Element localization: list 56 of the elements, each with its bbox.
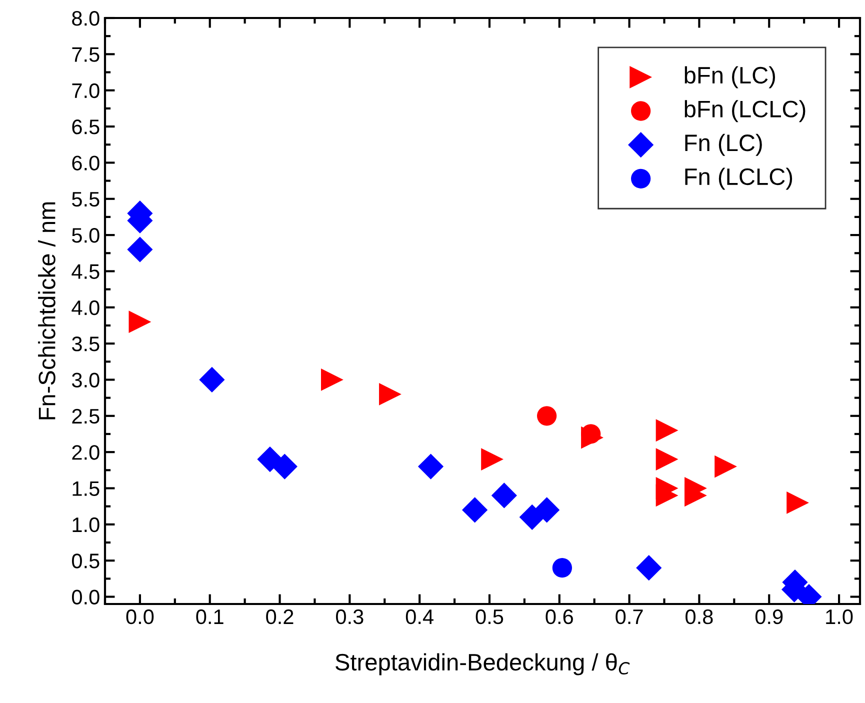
y-tick-label: 0.5 bbox=[72, 554, 100, 568]
x-tick-label: 0.9 bbox=[755, 609, 783, 624]
point bbox=[684, 484, 707, 507]
x-tick-label: 0.1 bbox=[196, 609, 224, 624]
point bbox=[656, 448, 678, 471]
x-tick-label: 0.2 bbox=[266, 609, 294, 624]
legend-label: bFn (LC) bbox=[684, 66, 776, 88]
point bbox=[379, 383, 402, 406]
point bbox=[714, 455, 737, 478]
point bbox=[552, 558, 572, 578]
y-tick-label: 2.5 bbox=[72, 408, 100, 424]
point bbox=[581, 424, 601, 444]
point bbox=[656, 419, 678, 442]
point bbox=[481, 448, 504, 471]
y-tick-label: 1.0 bbox=[72, 517, 100, 532]
x-tick-label: 0.0 bbox=[126, 609, 154, 624]
y-tick-label: 3.0 bbox=[72, 372, 100, 388]
legend-label: bFn (LCLC) bbox=[684, 100, 806, 122]
y-axis-title: Fn-Schichtdicke / nm bbox=[38, 202, 56, 420]
point bbox=[536, 406, 557, 426]
point bbox=[491, 482, 517, 508]
x-tick-label: 0.4 bbox=[406, 609, 434, 624]
legend-label: Fn (LCLC) bbox=[685, 168, 792, 190]
y-tick-label: 6.0 bbox=[72, 156, 100, 170]
legend-label: Fn (LC) bbox=[685, 134, 762, 156]
x-tick-label: 0.8 bbox=[686, 609, 713, 624]
point bbox=[534, 497, 560, 523]
y-tick-label: 3.5 bbox=[72, 336, 100, 352]
point bbox=[127, 236, 153, 262]
y-tick-label: 8.0 bbox=[72, 11, 100, 26]
point bbox=[462, 497, 488, 523]
point bbox=[199, 366, 225, 393]
point bbox=[321, 368, 344, 391]
y-tick-label: 4.5 bbox=[72, 264, 100, 279]
y-tick-label: 7.0 bbox=[72, 83, 100, 98]
y-tick-label: 7.5 bbox=[72, 47, 100, 62]
point bbox=[272, 454, 298, 480]
point bbox=[656, 484, 678, 507]
y-tick-label: 2.0 bbox=[72, 445, 100, 460]
y-tick-label: 5.5 bbox=[72, 192, 100, 207]
y-tick-label: 6.5 bbox=[72, 120, 100, 134]
x-axis-title: Streptavidin-Bedeckung / θ$_{C}$ bbox=[336, 653, 630, 676]
point bbox=[636, 555, 662, 581]
x-tick-label: 0.3 bbox=[336, 609, 364, 624]
point bbox=[418, 454, 444, 480]
y-tick-label: 5.0 bbox=[72, 228, 100, 243]
point bbox=[257, 446, 283, 472]
point bbox=[128, 310, 152, 334]
x-tick-label: 0.7 bbox=[616, 609, 643, 624]
y-tick-label: 1.5 bbox=[72, 481, 100, 496]
x-tick-label: 0.6 bbox=[546, 609, 573, 624]
x-tick-label: 0.5 bbox=[476, 609, 504, 624]
point bbox=[786, 492, 809, 514]
x-tick-label: 1.0 bbox=[826, 609, 853, 624]
y-tick-label: 4.0 bbox=[72, 300, 100, 316]
y-tick-label: 0.0 bbox=[72, 590, 100, 605]
